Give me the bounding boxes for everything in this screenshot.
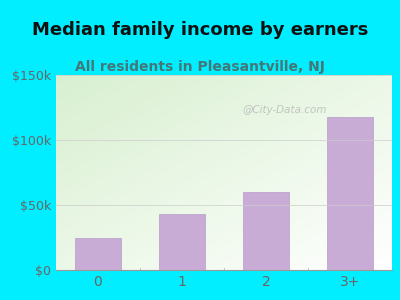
Bar bbox=[243, 192, 289, 270]
Bar bbox=[159, 214, 205, 270]
Text: All residents in Pleasantville, NJ: All residents in Pleasantville, NJ bbox=[75, 60, 325, 74]
Bar bbox=[327, 117, 373, 270]
Text: @City-Data.com: @City-Data.com bbox=[242, 105, 327, 115]
Bar bbox=[75, 238, 121, 270]
Text: Median family income by earners: Median family income by earners bbox=[32, 21, 368, 39]
